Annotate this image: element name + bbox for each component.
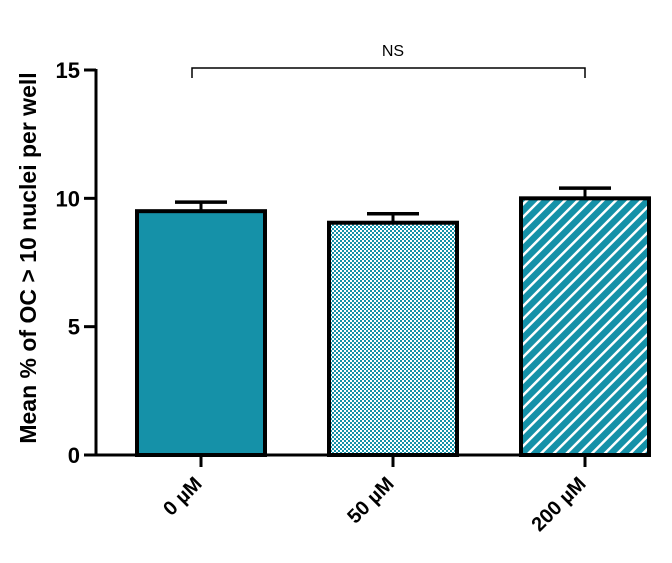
y-tick-label: 5 (68, 315, 80, 340)
bar-1 (327, 220, 459, 457)
x-tick-label: 50 µM (343, 473, 398, 528)
y-tick-label: 0 (68, 443, 80, 468)
y-axis: 0 5 10 15 (56, 58, 98, 468)
bar-0 (135, 209, 267, 457)
significance-bracket (191, 67, 586, 78)
significance-annotation: NS (191, 43, 586, 78)
bar-2 (519, 196, 651, 457)
bars (135, 186, 651, 457)
y-tick-label: 15 (56, 58, 80, 83)
x-axis: 0 µM 50 µM 200 µM (94, 453, 650, 536)
y-axis-label: Mean % of OC > 10 nuclei per well (15, 72, 41, 443)
significance-label: NS (382, 43, 404, 60)
x-tick-label: 0 µM (159, 473, 206, 520)
y-tick-label: 10 (56, 186, 80, 211)
x-tick-label: 200 µM (528, 473, 591, 536)
